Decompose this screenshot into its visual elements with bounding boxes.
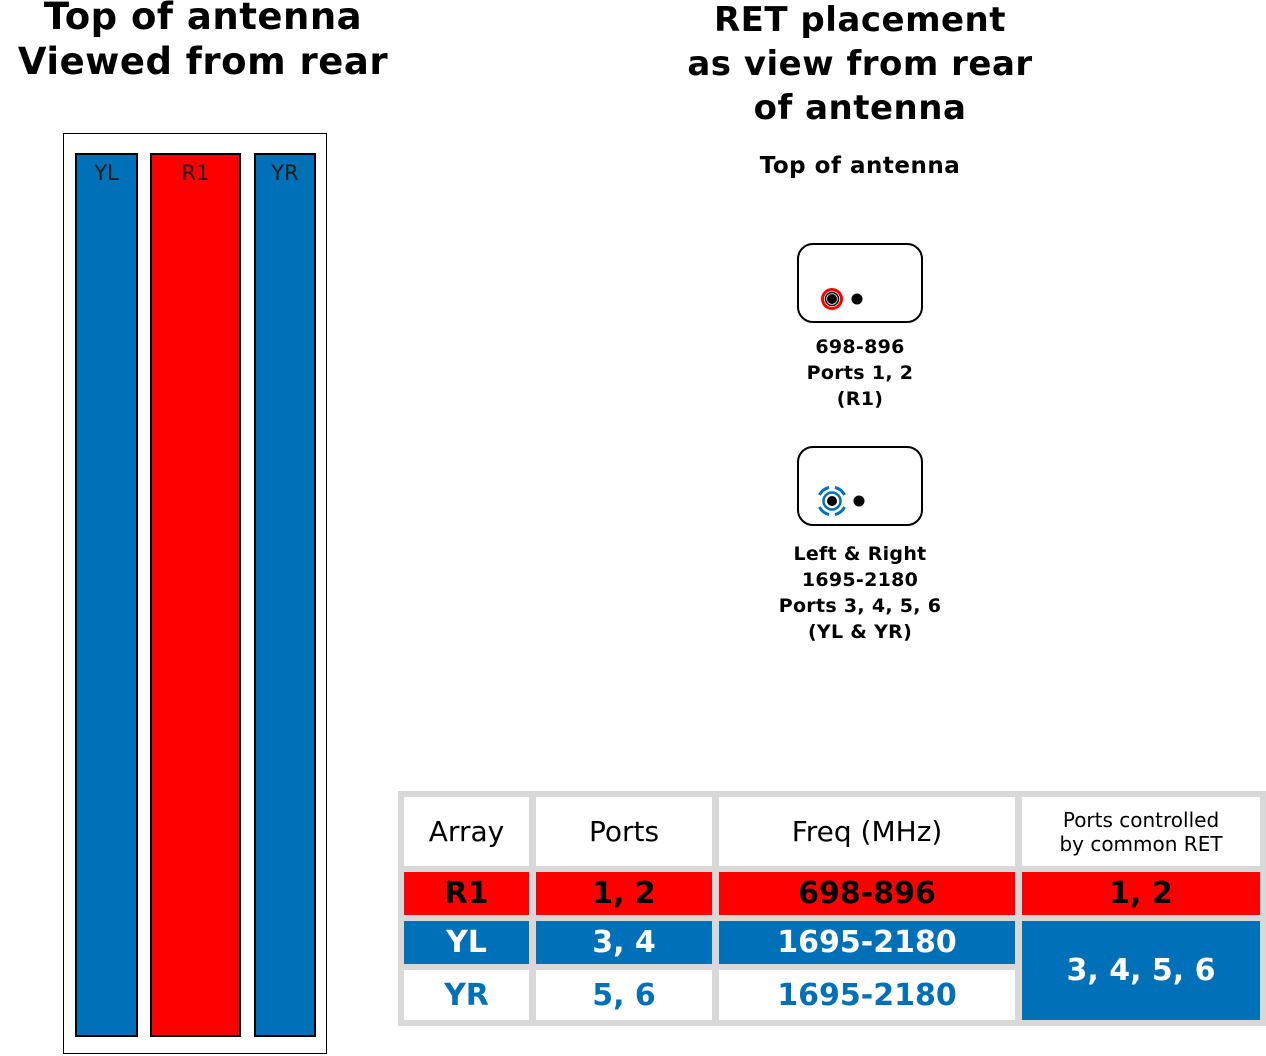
right-title: RET placement as view from rear of anten… [660,0,1060,130]
row-yl-array: YL [404,921,529,964]
ret-label-r1-line2: Ports 1, 2 [806,362,914,384]
merged-common-ret: 3, 4, 5, 6 [1022,921,1260,1020]
array-yr: YR [254,153,316,1037]
header-common-ret-line2: by common RET [1059,831,1223,856]
array-yl: YL [75,153,138,1037]
row-r1-ports: 1, 2 [536,872,712,915]
row-yr-array: YR [404,970,529,1020]
ret-top-label: Top of antenna [759,153,961,179]
row-r1-freq: 698-896 [719,872,1015,915]
right-title-line2: as view from rear [687,44,1033,84]
ret-label-y: Left & Right 1695-2180 Ports 3, 4, 5, 6 … [740,541,980,645]
red-ret-connector-icon [821,288,863,310]
row-yr-freq: 1695-2180 [719,970,1015,1020]
row-r1-array: R1 [404,872,529,915]
ret-unit-y [797,446,923,526]
left-title: Top of antenna Viewed from rear [0,0,406,84]
ret-label-y-line3: Ports 3, 4, 5, 6 [778,595,942,617]
right-title-line1: RET placement [713,0,1007,40]
header-common-ret-line1: Ports controlled [1062,807,1220,832]
row-yr-ports: 5, 6 [536,970,712,1020]
blue-ret-connector-icon [818,486,865,516]
right-title-line3: of antenna [753,88,967,128]
ret-label-y-line2: 1695-2180 [801,569,919,591]
ret-label-r1: 698-896 Ports 1, 2 (R1) [740,334,980,412]
ret-label-y-line1: Left & Right [793,543,927,565]
ret-label-r1-line1: 698-896 [815,336,905,358]
ret-table: Array Ports Freq (MHz) Ports controlled … [398,791,1266,1026]
header-ports: Ports [536,797,712,866]
header-freq: Freq (MHz) [719,797,1015,866]
ret-unit-r1 [797,243,923,323]
row-r1-common-ret: 1, 2 [1022,872,1260,915]
row-yl-ports: 3, 4 [536,921,712,964]
left-title-line2: Viewed from rear [17,40,389,83]
ret-label-y-line4: (YL & YR) [807,621,913,643]
ret-label-r1-line3: (R1) [836,388,884,410]
array-r1: R1 [150,153,241,1037]
header-common-ret: Ports controlled by common RET [1022,797,1260,866]
left-title-line1: Top of antenna [43,0,363,38]
header-array: Array [404,797,529,866]
row-yl-freq: 1695-2180 [719,921,1015,964]
